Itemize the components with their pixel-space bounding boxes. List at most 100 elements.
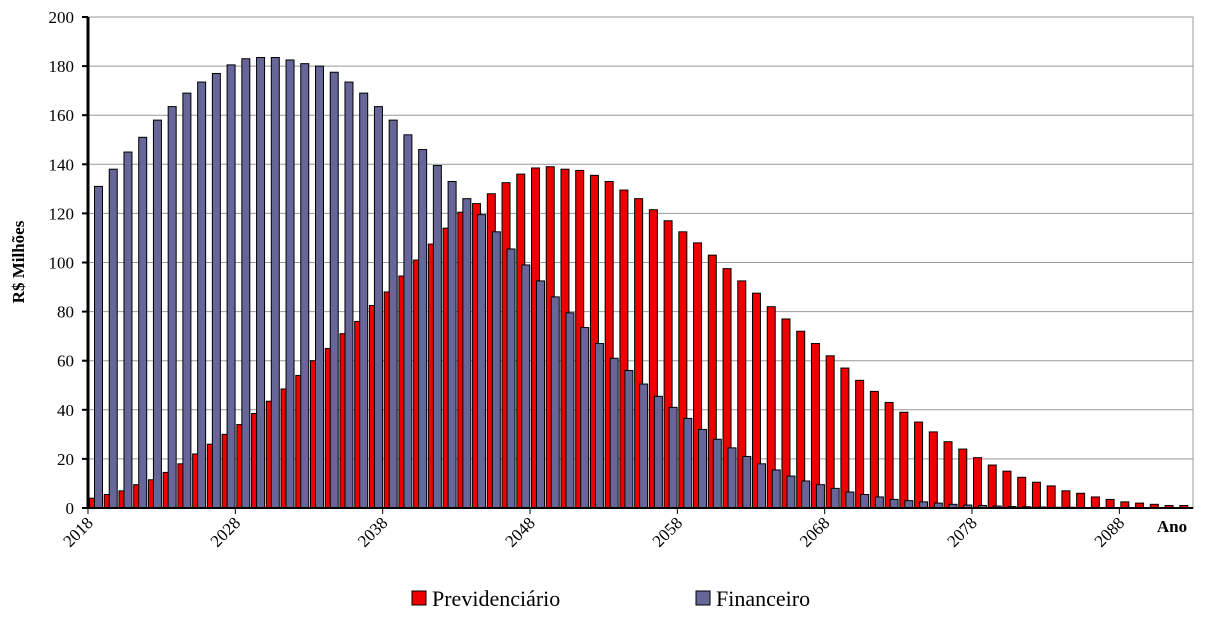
bar [463, 199, 471, 508]
x-tick-label: 2018 [59, 513, 96, 550]
bar [286, 60, 294, 508]
bar [826, 356, 834, 508]
bar [257, 58, 265, 508]
bar [109, 169, 117, 508]
bar [870, 391, 878, 508]
bar [345, 82, 353, 508]
x-tick-label: 2078 [943, 513, 980, 550]
bar [944, 442, 952, 508]
y-axis-label: R$ Milhões [9, 220, 28, 303]
bar [242, 59, 250, 508]
bar [1077, 493, 1085, 508]
bar [507, 249, 515, 508]
bar [915, 422, 923, 508]
bar [389, 120, 397, 508]
bar [900, 412, 908, 508]
y-tick-label: 60 [57, 352, 74, 371]
bar [404, 135, 412, 508]
x-tick-label: 2048 [501, 513, 538, 550]
bar [654, 396, 662, 508]
bar [330, 72, 338, 508]
legend-swatch [696, 591, 710, 605]
bar [198, 82, 206, 508]
bar [669, 407, 677, 508]
bar [640, 384, 648, 508]
bar [1003, 471, 1011, 508]
bar [153, 120, 161, 508]
bar [802, 481, 810, 508]
bar [625, 371, 633, 508]
y-tick-label: 100 [49, 254, 75, 273]
bar [316, 66, 324, 508]
bar [1106, 499, 1114, 508]
bar [743, 456, 751, 508]
bar [168, 107, 176, 508]
bar [360, 93, 368, 508]
bar [728, 448, 736, 508]
y-tick-label: 140 [49, 155, 75, 174]
legend-label: Financeiro [716, 586, 810, 611]
bar [816, 485, 824, 508]
bar [95, 186, 103, 508]
y-tick-label: 180 [49, 57, 75, 76]
bar [861, 494, 869, 508]
bar [537, 281, 545, 508]
bar [124, 152, 132, 508]
bar [684, 418, 692, 508]
legend-swatch [412, 591, 426, 605]
bar [846, 492, 854, 508]
bar [959, 449, 967, 508]
bar [974, 458, 982, 508]
y-tick-label: 200 [49, 8, 75, 27]
bar [856, 380, 864, 508]
bar [419, 150, 427, 508]
y-tick-label: 20 [57, 450, 74, 469]
bar [478, 215, 486, 508]
bar [595, 344, 603, 508]
bar [758, 464, 766, 508]
bar [905, 501, 913, 508]
bar [988, 465, 996, 508]
bar [374, 107, 382, 508]
bar [433, 166, 441, 508]
y-tick-label: 80 [57, 303, 74, 322]
bar [566, 313, 574, 508]
bar [139, 137, 147, 508]
bar [212, 73, 220, 508]
y-tick-label: 120 [49, 204, 75, 223]
bar [885, 402, 893, 508]
bar [271, 58, 279, 508]
bar [1018, 477, 1026, 508]
bar [522, 265, 530, 508]
legend-label: Previdenciário [432, 586, 560, 611]
x-tick-label: 2058 [649, 513, 686, 550]
bar [1047, 486, 1055, 508]
x-tick-label: 2088 [1091, 513, 1128, 550]
bar [713, 439, 721, 508]
bar [551, 297, 559, 508]
x-axis-label: Ano [1157, 517, 1187, 536]
y-tick-label: 40 [57, 401, 74, 420]
bar [929, 432, 937, 508]
bar [1062, 491, 1070, 508]
bar [183, 93, 191, 508]
bar [1091, 497, 1099, 508]
x-tick-label: 2068 [796, 513, 833, 550]
bar [301, 64, 309, 508]
bar [890, 499, 898, 508]
x-tick-label: 2028 [207, 513, 244, 550]
bar [610, 358, 618, 508]
bar [811, 344, 819, 508]
bar [875, 497, 883, 508]
bar [581, 328, 589, 508]
bar [1032, 482, 1040, 508]
bar [699, 429, 707, 508]
bar [787, 476, 795, 508]
bar [492, 232, 500, 508]
y-tick-label: 0 [66, 499, 75, 518]
x-tick-label: 2038 [354, 513, 391, 550]
bar [227, 65, 235, 508]
bar [772, 470, 780, 508]
bar [448, 181, 456, 508]
